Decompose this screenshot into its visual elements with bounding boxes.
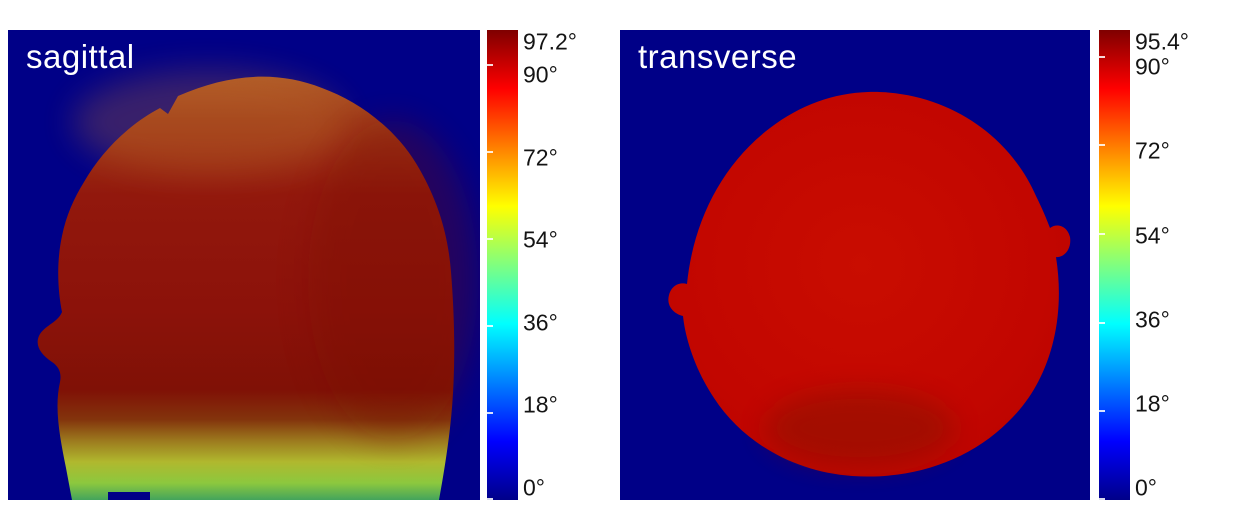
colorbar-tick-label: 72° [1135,137,1170,164]
colorbar-tick-label: 95.4° [1135,28,1189,55]
colorbar-tick-label: 90° [523,61,558,88]
transverse-head-map [620,30,1090,500]
colorbar-labels-sagittal: 97.2° 90° 72° 54° 36° 18° 0° [523,28,595,501]
colorbar-tick-mark [1099,498,1105,500]
sagittal-view-panel: sagittal [8,30,480,500]
colorbar-labels-transverse: 95.4° 90° 72° 54° 36° 18° 0° [1135,28,1207,501]
colorbar-tick-label: 0° [1135,474,1157,501]
colorbar-tick-label: 36° [1135,306,1170,333]
colorbar-tick-mark [487,498,493,500]
colorbar-tick-label: 90° [1135,53,1170,80]
colorbar-sagittal [487,30,518,500]
sagittal-view-label: sagittal [26,38,135,75]
colorbar-tick-mark [1099,410,1105,413]
colorbar-tick-mark [1099,232,1105,235]
colorbar-tick-label: 54° [1135,222,1170,249]
colorbar-tick-label: 72° [523,144,558,171]
transverse-head-silhouette [668,91,1071,477]
sagittal-right-shadow [308,120,478,440]
transverse-bottom-shadow [765,390,955,466]
colorbar-tick-mark [487,237,493,240]
colorbar-tick-label: 0° [523,474,545,501]
colorbar-tick-label: 97.2° [523,28,577,55]
transverse-view-panel: transverse [620,30,1090,500]
colorbar-tick-mark [487,411,493,414]
colorbar-tick-mark [1099,55,1105,58]
colorbar-transverse [1099,30,1130,500]
sagittal-head-map [8,30,480,500]
colorbar-tick-label: 54° [523,226,558,253]
colorbar-tick-label: 18° [1135,390,1170,417]
colorbar-tick-mark [487,63,493,66]
sagittal-top-highlight [73,70,343,174]
colorbar-tick-mark [1099,144,1105,147]
transverse-view-label: transverse [638,38,798,75]
colorbar-tick-mark [1099,321,1105,324]
sagittal-bottom-notch [108,492,150,500]
colorbar-tick-mark [487,324,493,327]
colorbar-tick-label: 36° [523,309,558,336]
colorbar-tick-label: 18° [523,391,558,418]
colorbar-tick-mark [487,150,493,153]
